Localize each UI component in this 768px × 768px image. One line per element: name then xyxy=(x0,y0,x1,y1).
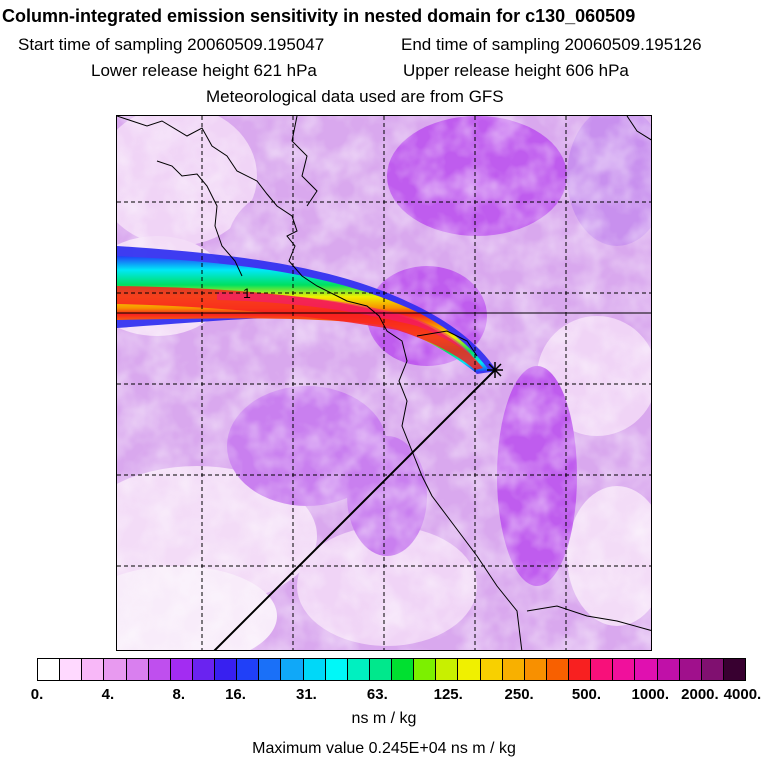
colorbar-cell xyxy=(237,659,260,680)
colorbar-cell xyxy=(170,659,193,680)
map-canvas: 1 xyxy=(117,116,651,650)
colorbar-cell xyxy=(347,659,370,680)
colorbar-cell xyxy=(60,659,83,680)
colorbar-cell xyxy=(281,659,304,680)
colorbar-tick-label: 4. xyxy=(101,686,115,703)
met-data-label: Meteorological data used are from GFS xyxy=(206,87,504,106)
max-value-label: Maximum value 0.245E+04 ns m / kg xyxy=(252,740,516,757)
colorbar-cell xyxy=(104,659,127,680)
colorbar-tick-label: 125. xyxy=(433,686,463,703)
lat-lon-grid xyxy=(117,116,651,650)
colorbar-cell xyxy=(38,659,61,680)
colorbar-tick-label: 0. xyxy=(30,686,44,703)
colorbar-cell xyxy=(259,659,282,680)
emission-plume xyxy=(117,246,497,374)
colorbar-cell xyxy=(82,659,105,680)
colorbar-cell xyxy=(569,659,592,680)
colorbar-cell xyxy=(502,659,525,680)
colorbar-cell xyxy=(635,659,658,680)
colorbar-cell xyxy=(369,659,392,680)
contour-label: 1 xyxy=(243,285,251,301)
colorbar-cell xyxy=(701,659,724,680)
map-panel: 1 xyxy=(116,115,652,651)
colorbar-tick-label: 2000. xyxy=(681,686,719,703)
map-title: Column-integrated emission sensitivity i… xyxy=(2,6,636,26)
release-point-star xyxy=(487,362,503,378)
colorbar-tick-label: 16. xyxy=(225,686,246,703)
colorbar-cell xyxy=(215,659,238,680)
colorbar-tick-label: 1000. xyxy=(631,686,670,703)
colorbar-cell xyxy=(414,659,437,680)
colorbar-tick-label: 63. xyxy=(366,686,388,703)
colorbar-cell xyxy=(325,659,348,680)
lower-height-label: Lower release height 621 hPa xyxy=(91,61,317,80)
colorbar-cell xyxy=(303,659,326,680)
colorbar-tick-label: 31. xyxy=(295,686,317,703)
coastline xyxy=(117,116,651,650)
end-time-label: End time of sampling 20060509.195126 xyxy=(401,35,702,54)
start-time-label: Start time of sampling 20060509.195047 xyxy=(18,35,325,54)
colorbar xyxy=(37,658,746,681)
colorbar-cell xyxy=(679,659,702,680)
colorbar-cell xyxy=(657,659,680,680)
colorbar-cell xyxy=(723,659,745,680)
colorbar-cell xyxy=(392,659,415,680)
colorbar-cell xyxy=(546,659,569,680)
colorbar-tick-label: 500. xyxy=(571,686,602,703)
colorbar-cell xyxy=(524,659,547,680)
upper-height-label: Upper release height 606 hPa xyxy=(403,61,629,80)
colorbar-cell xyxy=(591,659,614,680)
colorbar-cell xyxy=(613,659,636,680)
colorbar-cell xyxy=(480,659,503,680)
colorbar-tick-label: 4000. xyxy=(723,686,762,703)
colorbar-tick-label: 8. xyxy=(172,686,186,703)
colorbar-cell xyxy=(458,659,481,680)
colorbar-cell xyxy=(192,659,215,680)
colorbar-cell xyxy=(148,659,171,680)
release-track-line xyxy=(213,369,496,650)
colorbar-tick-label: 250. xyxy=(504,686,534,703)
unit-label: ns m / kg xyxy=(351,710,417,727)
colorbar-cell xyxy=(126,659,149,680)
colorbar-cell xyxy=(436,659,459,680)
